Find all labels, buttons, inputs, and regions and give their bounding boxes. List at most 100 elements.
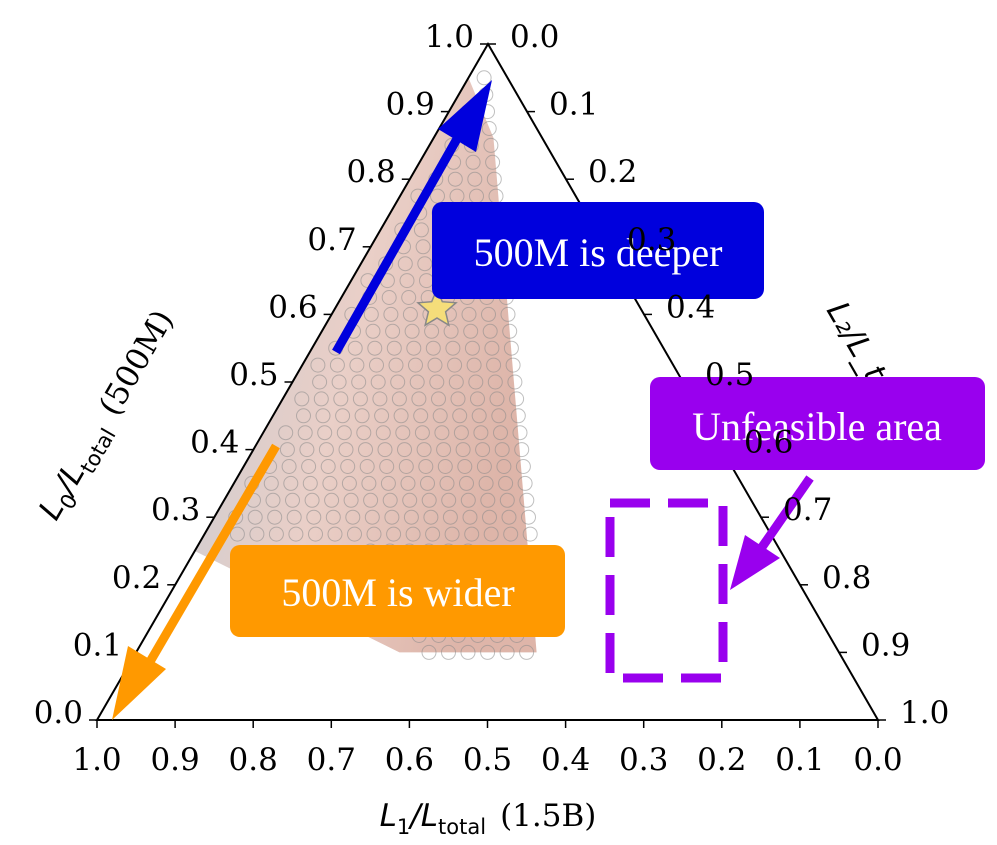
data-point <box>502 323 518 339</box>
data-point <box>283 475 299 491</box>
data-point <box>297 425 313 441</box>
data-point <box>393 408 409 424</box>
data-point <box>363 306 379 322</box>
data-point <box>285 492 300 508</box>
data-point <box>310 357 326 373</box>
data-point <box>397 442 412 458</box>
left-tick-label: 0.9 <box>386 87 435 123</box>
data-point <box>476 70 492 86</box>
data-point <box>372 391 388 407</box>
data-point <box>500 306 516 322</box>
annotation-deeper: 500M is deeper <box>432 202 764 299</box>
data-point <box>363 492 379 508</box>
data-point <box>420 475 435 491</box>
data-point <box>279 442 295 458</box>
data-point <box>507 374 523 390</box>
data-point <box>347 340 363 356</box>
data-point <box>481 306 496 322</box>
bottom-tick-label: 0.7 <box>307 742 356 778</box>
left-tick-label: 0.7 <box>307 222 356 258</box>
left-tick-label: 1.0 <box>425 19 474 55</box>
data-point <box>510 408 526 424</box>
data-point <box>464 340 480 356</box>
annotation-unfeasible-text: Unfeasible area <box>692 404 942 449</box>
data-point <box>515 459 531 474</box>
data-point <box>498 475 514 491</box>
bottom-axis-label: L1/Ltotal (1.5B) <box>380 798 597 839</box>
data-point <box>421 492 437 508</box>
right-tick-label: 0.2 <box>588 154 637 190</box>
bottom-tick-label: 0.6 <box>385 742 434 778</box>
data-point <box>317 425 333 441</box>
data-point <box>365 323 381 339</box>
data-point <box>369 357 384 373</box>
bottom-tick-label: 0.0 <box>853 742 902 778</box>
data-point <box>306 509 322 525</box>
data-point <box>379 459 395 474</box>
data-point <box>356 425 372 441</box>
data-point <box>338 442 354 458</box>
data-point <box>414 425 430 441</box>
right-tick-label: 0.4 <box>666 289 715 325</box>
right-tick-label: 0.0 <box>510 19 559 55</box>
data-point <box>286 509 302 525</box>
data-point <box>463 323 479 339</box>
left-tick-label: 0.8 <box>346 154 395 190</box>
data-point <box>517 475 533 491</box>
data-point <box>404 323 420 339</box>
data-point <box>425 526 441 542</box>
bottom-tick-label: 0.4 <box>541 742 590 778</box>
data-point <box>467 171 483 187</box>
data-point <box>386 526 402 542</box>
data-point <box>308 526 323 542</box>
data-point <box>313 391 329 407</box>
data-point <box>484 340 500 356</box>
data-point <box>455 442 471 458</box>
data-point <box>465 154 481 170</box>
deeper-arrow <box>332 80 492 355</box>
data-point <box>418 459 434 474</box>
data-point <box>265 492 281 508</box>
data-point <box>370 374 386 390</box>
data-point <box>267 509 283 525</box>
data-point <box>263 475 279 491</box>
data-point <box>519 492 535 508</box>
data-point <box>268 526 284 542</box>
data-point <box>482 323 498 339</box>
right-tick-label: 0.6 <box>744 425 793 461</box>
data-point <box>429 374 445 390</box>
data-point <box>424 323 440 339</box>
data-point <box>499 492 515 508</box>
data-point <box>408 357 423 373</box>
left-tick-label: 0.1 <box>73 627 122 663</box>
data-point <box>503 340 519 356</box>
data-point <box>427 357 443 373</box>
data-point <box>406 340 422 356</box>
right-tick-label: 0.1 <box>549 87 598 123</box>
annotation-wider: 500M is wider <box>230 545 565 637</box>
left-tick-label: 0.6 <box>268 289 317 325</box>
bottom-tick-label: 0.5 <box>463 742 512 778</box>
data-point <box>367 340 383 356</box>
data-point <box>437 459 453 474</box>
data-point <box>299 442 315 458</box>
unfeasible-area-box <box>605 498 728 683</box>
data-point <box>486 171 502 187</box>
data-point <box>417 256 433 272</box>
data-point <box>281 459 297 474</box>
data-point <box>519 644 535 660</box>
data-point <box>445 340 461 356</box>
data-point <box>482 509 497 525</box>
data-point <box>443 323 459 339</box>
data-point <box>416 442 432 458</box>
data-point <box>325 509 341 525</box>
bottom-tick-label: 0.1 <box>775 742 824 778</box>
data-point <box>318 442 334 458</box>
data-point <box>383 306 399 322</box>
data-point <box>480 492 496 508</box>
data-point <box>425 340 441 356</box>
data-point <box>288 526 304 542</box>
data-point <box>471 408 487 424</box>
data-point <box>509 391 525 407</box>
